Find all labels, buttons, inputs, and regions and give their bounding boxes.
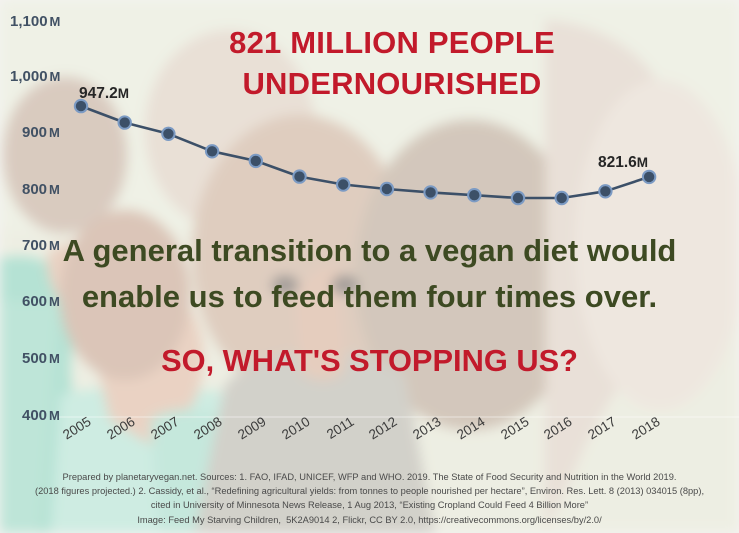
svg-text:2012: 2012 — [366, 414, 399, 443]
svg-text:947.2M: 947.2M — [79, 85, 129, 102]
svg-text:2013: 2013 — [410, 414, 443, 443]
svg-text:2017: 2017 — [585, 414, 618, 443]
svg-text:2009: 2009 — [235, 414, 268, 443]
svg-text:2008: 2008 — [191, 414, 224, 443]
svg-text:2015: 2015 — [498, 414, 531, 443]
svg-text:2011: 2011 — [324, 414, 357, 442]
svg-text:2018: 2018 — [629, 414, 662, 443]
svg-text:2007: 2007 — [148, 414, 181, 443]
svg-text:2014: 2014 — [454, 414, 488, 443]
svg-text:821.6M: 821.6M — [598, 154, 648, 171]
svg-text:2010: 2010 — [279, 414, 312, 443]
svg-text:2006: 2006 — [104, 414, 137, 443]
svg-text:2016: 2016 — [541, 414, 574, 443]
svg-text:2005: 2005 — [60, 414, 93, 443]
